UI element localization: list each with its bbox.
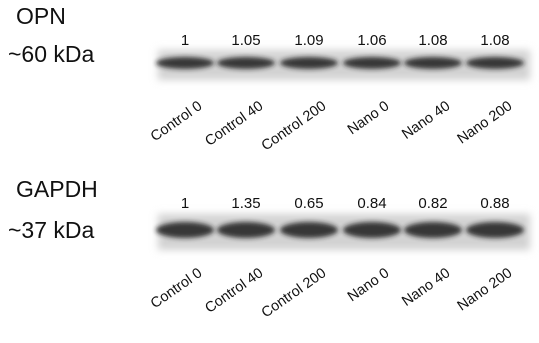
band-value: 0.84 <box>357 195 386 212</box>
band <box>280 57 338 69</box>
band <box>343 57 401 69</box>
molecular-weight: ~60 kDa <box>8 41 95 67</box>
band-value: 1 <box>181 32 189 49</box>
band <box>404 222 462 238</box>
band-value: 1.05 <box>231 32 260 49</box>
lane-label: Control 40 <box>202 265 266 316</box>
lane-label: Nano 200 <box>455 98 516 147</box>
band-value: 0.65 <box>294 195 323 212</box>
band <box>156 57 214 69</box>
band <box>217 57 275 69</box>
lane-label: Nano 200 <box>455 265 516 314</box>
band-value: 1 <box>181 195 189 212</box>
band-value: 1.08 <box>418 32 447 49</box>
lane-label: Control 0 <box>148 98 205 145</box>
lane-label: Control 200 <box>259 265 330 321</box>
band-value: 1.06 <box>357 32 386 49</box>
band <box>343 222 401 238</box>
lane-label: Nano 0 <box>345 98 392 138</box>
lane-label: Control 0 <box>148 265 205 312</box>
band-value: 0.82 <box>418 195 447 212</box>
lane-label: Nano 0 <box>345 265 392 305</box>
band-value: 0.88 <box>480 195 509 212</box>
molecular-weight: ~37 kDa <box>8 217 95 243</box>
protein-name: OPN <box>16 3 66 29</box>
blot-figure: OPN ~60 kDa 1 Control 0 1.05 Control 40 1.09 Co… <box>0 0 539 343</box>
band <box>466 222 524 238</box>
band <box>466 57 524 69</box>
band <box>404 57 462 69</box>
band-value: 1.35 <box>231 195 260 212</box>
protein-name: GAPDH <box>16 176 98 202</box>
lane-label: Control 200 <box>259 98 330 154</box>
band-value: 1.08 <box>480 32 509 49</box>
band <box>217 222 275 238</box>
band <box>280 222 338 238</box>
lane-label: Nano 40 <box>399 265 453 310</box>
band-value: 1.09 <box>294 32 323 49</box>
band <box>156 222 214 238</box>
lane-label: Nano 40 <box>399 98 453 143</box>
lane-label: Control 40 <box>202 98 266 149</box>
